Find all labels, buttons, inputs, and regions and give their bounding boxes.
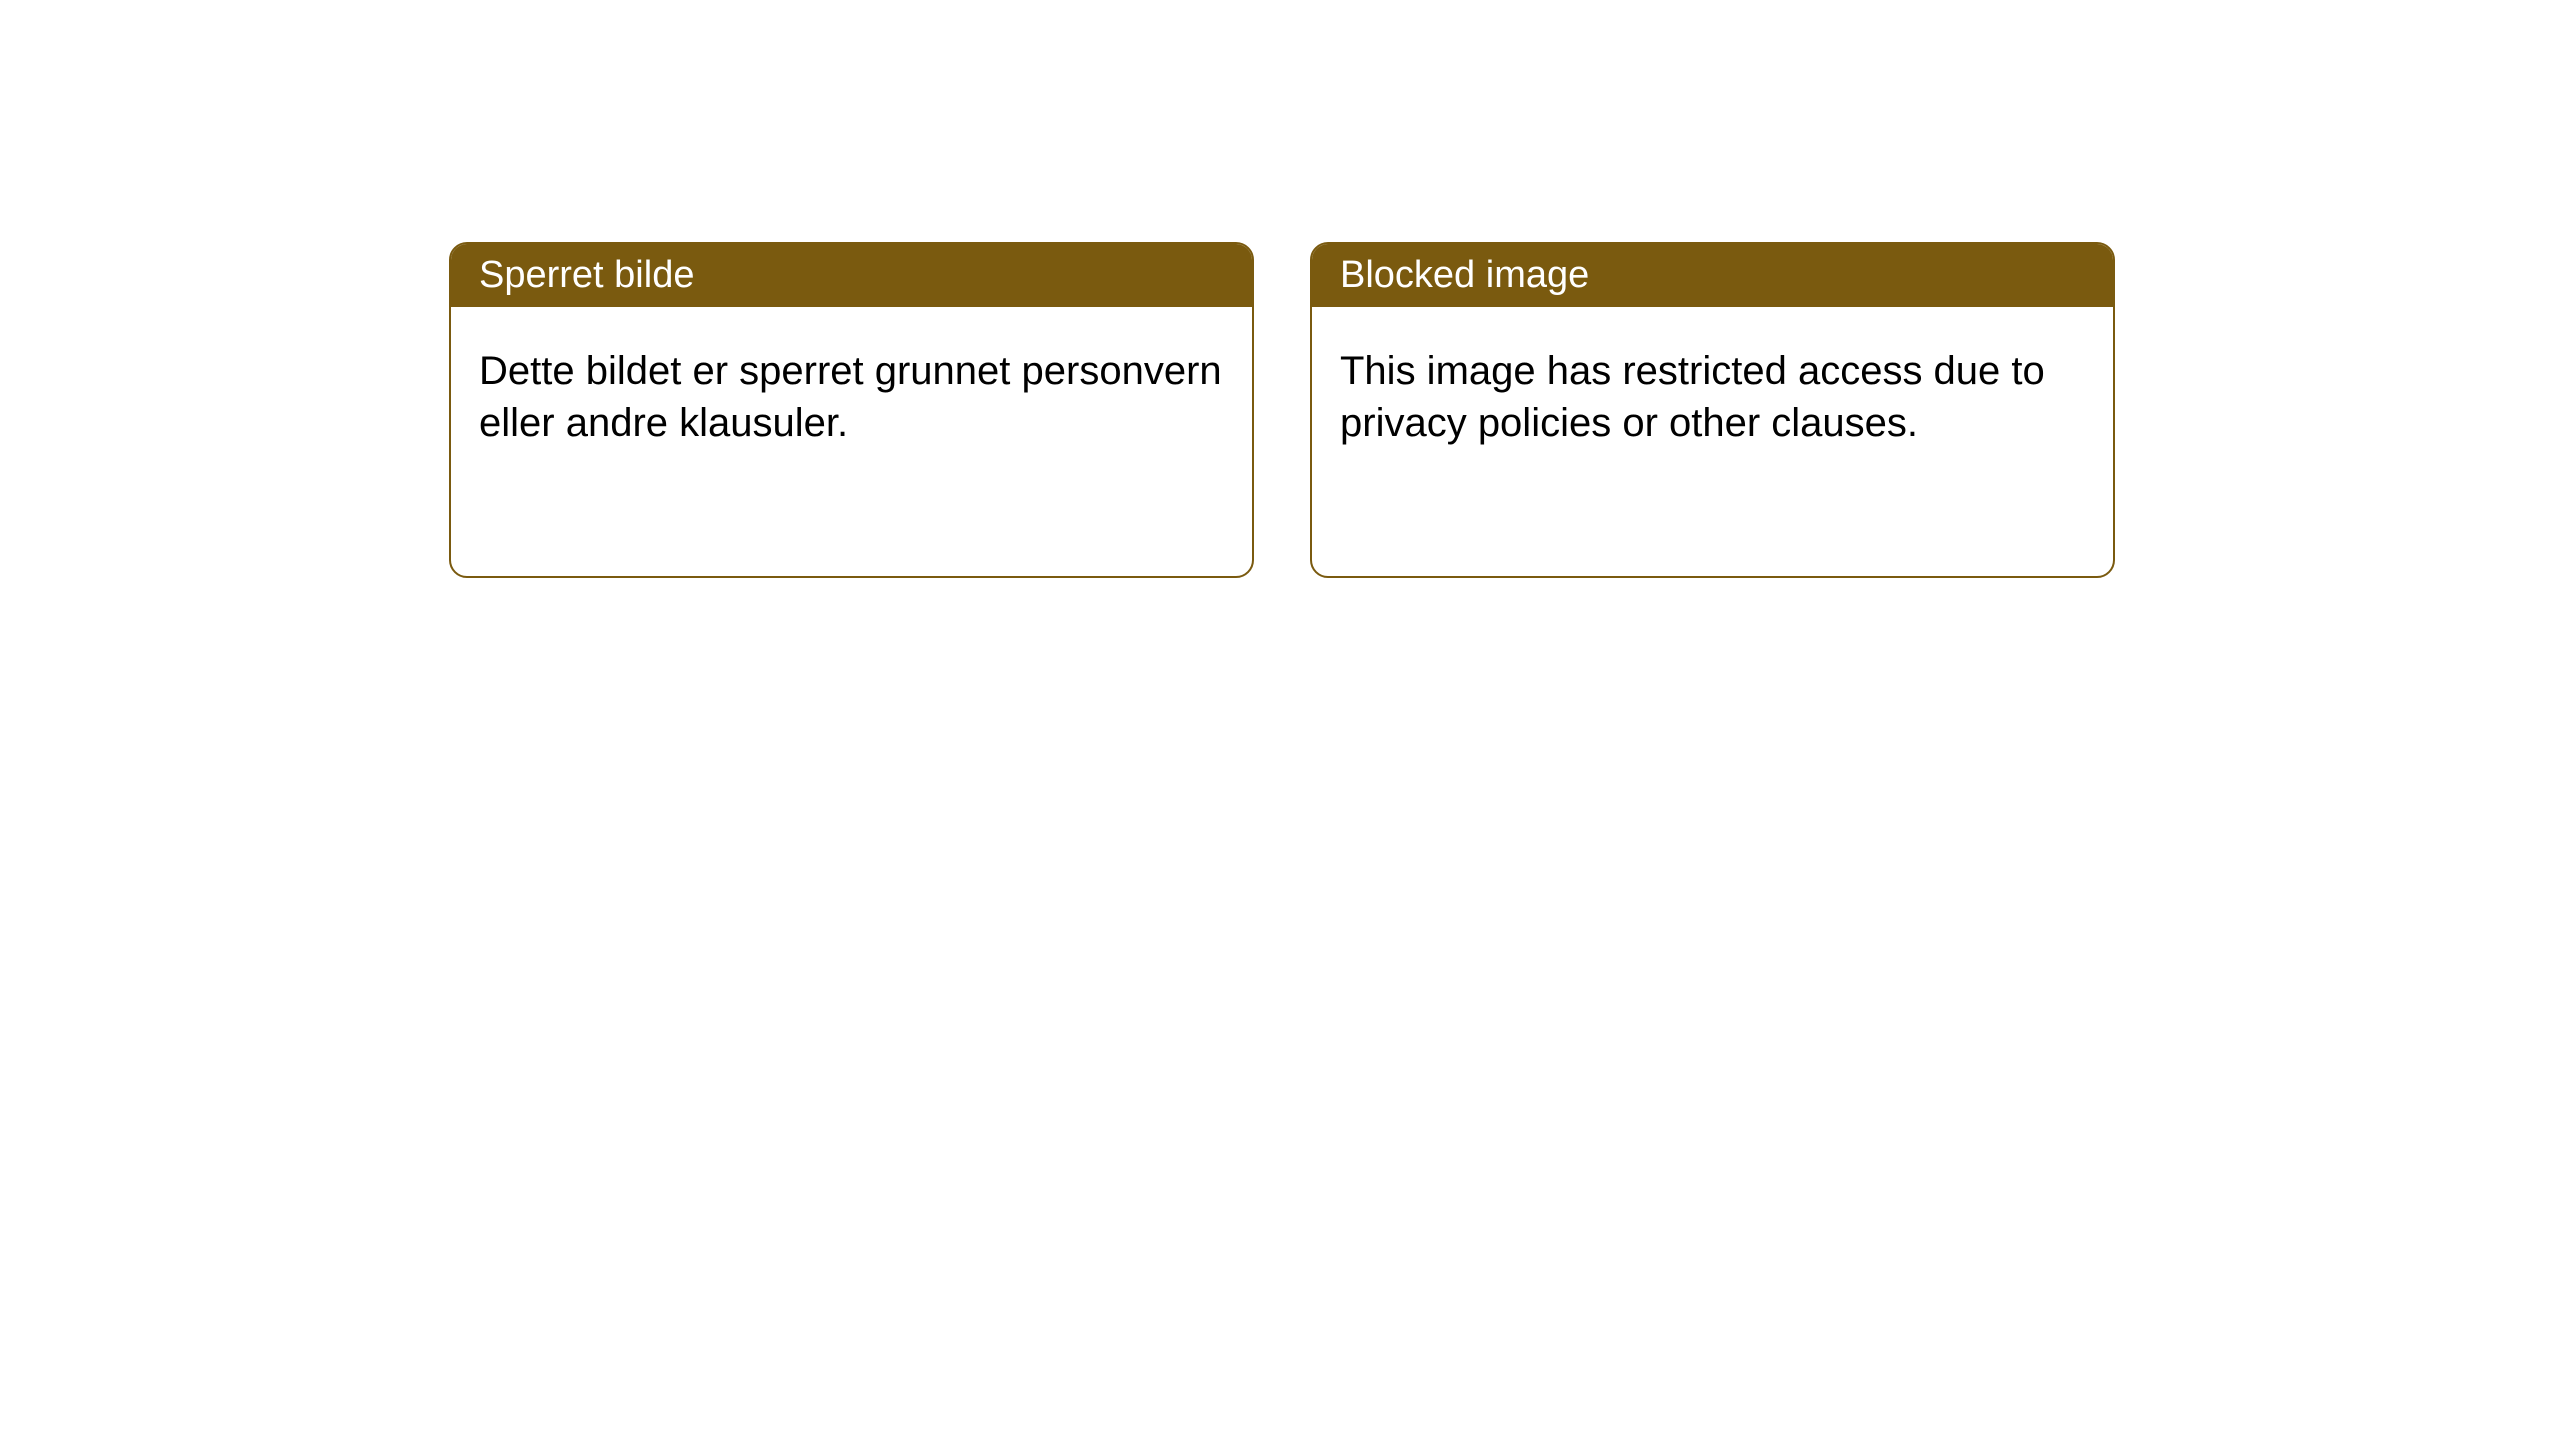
notice-body: Dette bildet er sperret grunnet personve… [451,307,1252,487]
notice-body: This image has restricted access due to … [1312,307,2113,487]
notice-card-norwegian: Sperret bilde Dette bildet er sperret gr… [449,242,1254,578]
notice-container: Sperret bilde Dette bildet er sperret gr… [0,0,2560,578]
notice-card-english: Blocked image This image has restricted … [1310,242,2115,578]
notice-title: Blocked image [1312,244,2113,307]
notice-title: Sperret bilde [451,244,1252,307]
